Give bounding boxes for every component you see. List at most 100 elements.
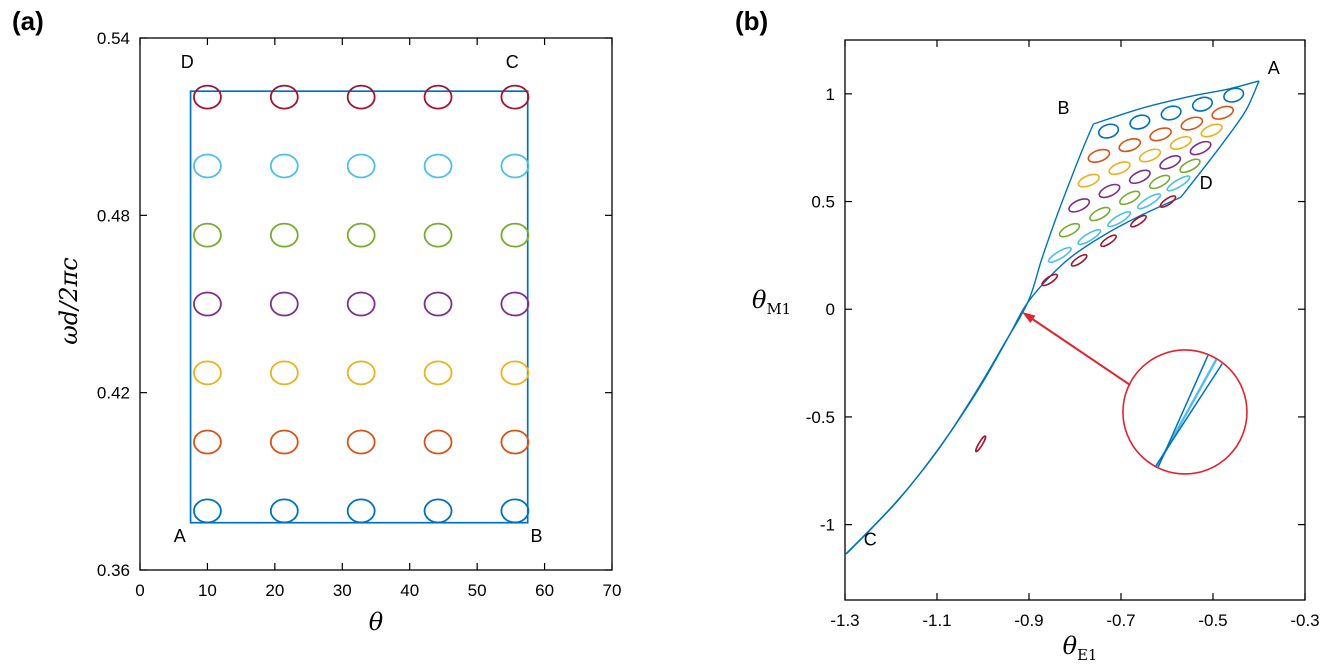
mapped-ellipse	[1166, 175, 1191, 192]
polarization-circle	[500, 360, 530, 386]
corner-label-b-A: A	[1268, 58, 1280, 78]
polarization-circle	[193, 84, 222, 110]
inset-magnifier-circle	[1122, 349, 1248, 475]
axes-box	[139, 37, 613, 571]
polarization-circle	[346, 291, 376, 317]
mapped-ellipse	[1189, 140, 1212, 156]
polarization-circle	[423, 222, 453, 248]
polarization-circle	[269, 429, 299, 455]
polarization-circle	[269, 291, 299, 317]
corner-label-b-D: D	[1200, 173, 1213, 193]
mapped-ellipse	[1058, 222, 1081, 238]
mapped-ellipse	[1136, 193, 1162, 210]
mapped-ellipse	[1200, 123, 1223, 138]
mapped-ellipse	[1169, 135, 1192, 150]
panel-a-xlabel: θ	[276, 608, 476, 636]
panel-b-label: (b)	[735, 6, 769, 36]
corner-label-a-B: B	[530, 526, 542, 546]
mapped-ellipse	[1087, 148, 1111, 163]
annotation-arrow-head	[1022, 312, 1036, 324]
curve-D-to-C	[846, 196, 1182, 554]
mapped-ellipse	[1107, 211, 1132, 228]
inset-magnifier-content	[1154, 354, 1224, 469]
mapped-ellipse	[1077, 173, 1100, 188]
polarization-circle	[423, 498, 453, 524]
polarization-circle	[269, 84, 299, 110]
mapped-ellipse	[1041, 273, 1059, 287]
y-tick-label: -0.5	[806, 408, 835, 427]
mapped-ellipse	[1130, 214, 1147, 228]
polarization-circle	[346, 429, 376, 455]
mapped-ellipse	[1211, 105, 1235, 120]
panel-a-plot: 0 10 20 30 40 50 60 70 0.36 0.42 0.48 0.54 A B C D	[97, 29, 622, 600]
mapped-ellipse	[1098, 123, 1120, 139]
polarization-circle	[423, 84, 453, 110]
polarization-circle	[193, 360, 222, 386]
mapped-ellipse	[975, 435, 987, 453]
polarization-circle	[346, 360, 376, 386]
axes-box	[844, 39, 1306, 601]
mapped-ellipse	[1119, 190, 1141, 206]
y-tick-label: -1	[820, 516, 835, 535]
polarization-circle	[423, 291, 453, 317]
mapped-ellipse	[1159, 155, 1182, 170]
mapped-ellipse	[1089, 206, 1111, 222]
y-tick-label: 0.36	[97, 561, 130, 580]
panel-b-plot: -1.3 -1.1 -0.9 -0.7 -0.5 -0.3 -1 -0.5 0 0.5 1 A B C D	[806, 39, 1320, 630]
edge-A-D	[1180, 80, 1260, 198]
polarization-circle	[193, 222, 222, 248]
polarization-circle	[269, 222, 299, 248]
x-tick-label: -1.3	[830, 611, 859, 630]
mapped-ellipse	[1160, 105, 1182, 121]
x-tick-label: -0.7	[1106, 611, 1135, 630]
mapped-ellipse	[1118, 137, 1142, 153]
x-tick-label: 40	[400, 581, 419, 600]
polarization-circle	[500, 291, 530, 317]
polarization-circle	[346, 84, 376, 110]
polarization-circle	[500, 222, 530, 248]
theta-e1-sub: E1	[1077, 645, 1098, 664]
panel-b-xlabel: θE1	[1010, 632, 1150, 664]
x-tick-label: 60	[535, 581, 554, 600]
polarization-circle	[346, 222, 376, 248]
polarization-circle	[423, 360, 453, 386]
x-tick-label: -0.3	[1290, 611, 1319, 630]
mapped-ellipse	[1100, 234, 1118, 248]
mapped-ellipse	[1108, 161, 1131, 176]
mapped-ellipse	[1191, 96, 1213, 112]
polarization-circle	[193, 429, 222, 455]
polarization-circle	[423, 429, 453, 455]
curve-B-to-C	[844, 123, 1095, 556]
x-tick-label: 50	[468, 581, 487, 600]
x-tick-label: -0.9	[1014, 611, 1043, 630]
corner-label-b-C: C	[864, 530, 877, 550]
panel-a-label: (a)	[12, 6, 44, 36]
mapped-ellipse	[1148, 174, 1171, 190]
polarization-circle	[500, 429, 530, 455]
panel-a-ylabel: ωd/2πc	[55, 151, 85, 451]
x-tick-label: 20	[265, 581, 284, 600]
theta-m1-base: θ	[752, 286, 767, 314]
polarization-circle	[269, 360, 299, 386]
theta-m1-sub: M1	[766, 299, 792, 318]
x-tick-label: 30	[333, 581, 352, 600]
polarization-circle	[346, 498, 376, 524]
mapped-ellipse	[1138, 148, 1162, 163]
polarization-circle	[500, 498, 530, 524]
panel-b-ylabel: θM1	[752, 286, 791, 318]
y-tick-label: 0.5	[811, 193, 835, 212]
corner-label-b-B: B	[1057, 98, 1069, 118]
mapped-ellipse	[1179, 158, 1201, 174]
omega-d-2pic-label: ωd/2πc	[55, 257, 83, 345]
polarization-circle	[346, 153, 376, 179]
edge-B-A	[1093, 80, 1260, 125]
y-tick-label: 0.54	[97, 29, 130, 48]
mapped-ellipse	[1047, 246, 1072, 264]
mapped-ellipse	[1128, 169, 1151, 185]
inset-crossing-line	[1157, 354, 1210, 469]
x-tick-label: 0	[135, 581, 144, 600]
y-tick-label: 0.48	[97, 206, 130, 225]
parameter-rectangle-ABCD	[189, 90, 529, 524]
polarization-circle	[193, 153, 222, 179]
